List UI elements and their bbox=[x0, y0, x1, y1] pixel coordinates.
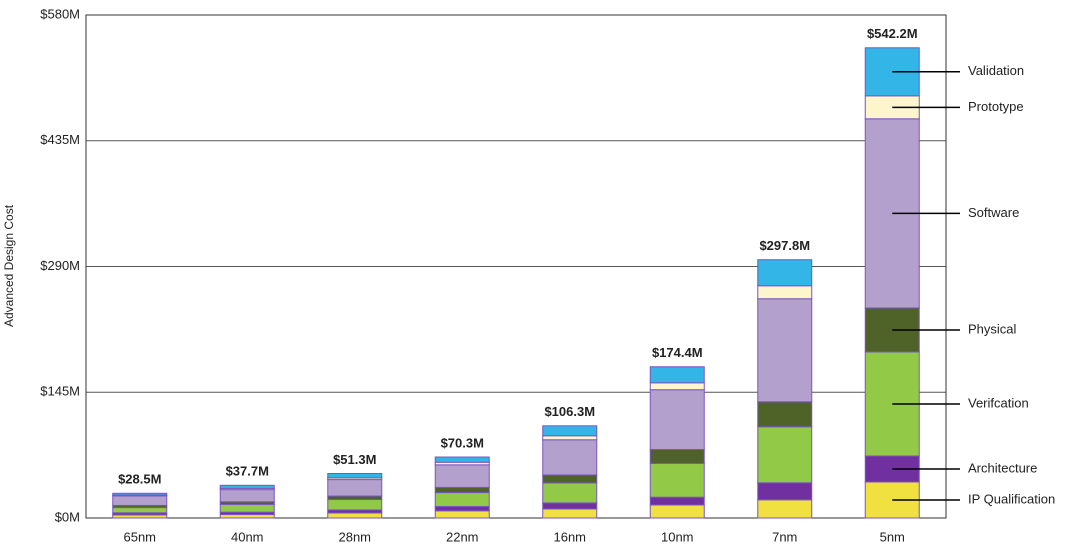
bar-segment bbox=[219, 503, 275, 513]
bar-segment bbox=[542, 474, 598, 484]
bar-segment bbox=[542, 425, 598, 437]
legend-label: Software bbox=[968, 205, 1019, 220]
x-tick-label: 10nm bbox=[661, 529, 694, 544]
y-tick-label: $145M bbox=[40, 384, 80, 399]
bar-segment bbox=[649, 389, 705, 450]
bar-segment bbox=[434, 505, 490, 512]
bar-segment bbox=[649, 504, 705, 519]
bar-segment bbox=[757, 285, 813, 300]
y-tick-label: $435M bbox=[40, 132, 80, 147]
bar-segment bbox=[542, 435, 598, 441]
total-label: $542.2M bbox=[867, 26, 918, 41]
bar-segment bbox=[219, 484, 275, 489]
y-tick-label: $580M bbox=[40, 6, 80, 21]
bar-segment bbox=[542, 508, 598, 519]
bar-segment bbox=[112, 507, 168, 514]
legend-label: IP Qualification bbox=[968, 491, 1055, 506]
bar-segment bbox=[757, 298, 813, 403]
legend-label: Physical bbox=[968, 321, 1017, 336]
bar-segment bbox=[219, 514, 275, 519]
total-label: $28.5M bbox=[118, 472, 161, 487]
total-label: $174.4M bbox=[652, 345, 703, 360]
total-label: $297.8M bbox=[759, 238, 810, 253]
total-label: $70.3M bbox=[441, 435, 484, 450]
bar-segment bbox=[757, 401, 813, 428]
legend-label: Architecture bbox=[968, 460, 1037, 475]
x-tick-label: 7nm bbox=[772, 529, 797, 544]
bar-segment bbox=[434, 456, 490, 463]
plot-frame bbox=[85, 14, 947, 519]
bar-segment bbox=[434, 510, 490, 519]
total-label: $106.3M bbox=[544, 404, 595, 419]
bar-segment bbox=[542, 482, 598, 504]
total-label: $37.7M bbox=[226, 464, 269, 479]
bar-segment bbox=[434, 464, 490, 488]
y-axis-label: Advanced Design Cost bbox=[2, 204, 16, 327]
bar-segment bbox=[327, 499, 383, 511]
x-tick-label: 5nm bbox=[880, 529, 905, 544]
bar-segment bbox=[542, 502, 598, 510]
total-label: $51.3M bbox=[333, 452, 376, 467]
bar-segment bbox=[649, 448, 705, 464]
bar-segment bbox=[757, 482, 813, 501]
bar-segment bbox=[434, 492, 490, 507]
bar-segment bbox=[649, 462, 705, 498]
bar-segment bbox=[757, 499, 813, 519]
legend-label: Prototype bbox=[968, 99, 1024, 114]
bar-segment bbox=[649, 382, 705, 391]
bar-segment bbox=[112, 495, 168, 506]
bar-segment bbox=[327, 479, 383, 497]
x-tick-label: 40nm bbox=[231, 529, 264, 544]
legend-label: Validation bbox=[968, 63, 1024, 78]
x-tick-label: 22nm bbox=[446, 529, 479, 544]
bar-segment bbox=[649, 496, 705, 506]
x-tick-label: 28nm bbox=[338, 529, 371, 544]
y-tick-label: $290M bbox=[40, 258, 80, 273]
bar-segment bbox=[757, 426, 813, 484]
x-tick-label: 65nm bbox=[123, 529, 156, 544]
bar-segment bbox=[327, 473, 383, 479]
x-tick-label: 16nm bbox=[553, 529, 586, 544]
bar-segment bbox=[542, 439, 598, 476]
bar-segment bbox=[327, 512, 383, 519]
bar-segment bbox=[757, 259, 813, 287]
bar-segment bbox=[219, 489, 275, 503]
bar-segment bbox=[327, 495, 383, 501]
legend-label: Verifcation bbox=[968, 395, 1029, 410]
bar-segment bbox=[649, 366, 705, 384]
bar-segment bbox=[112, 492, 168, 496]
bar-segment bbox=[434, 486, 490, 494]
y-tick-label: $0M bbox=[55, 509, 80, 524]
